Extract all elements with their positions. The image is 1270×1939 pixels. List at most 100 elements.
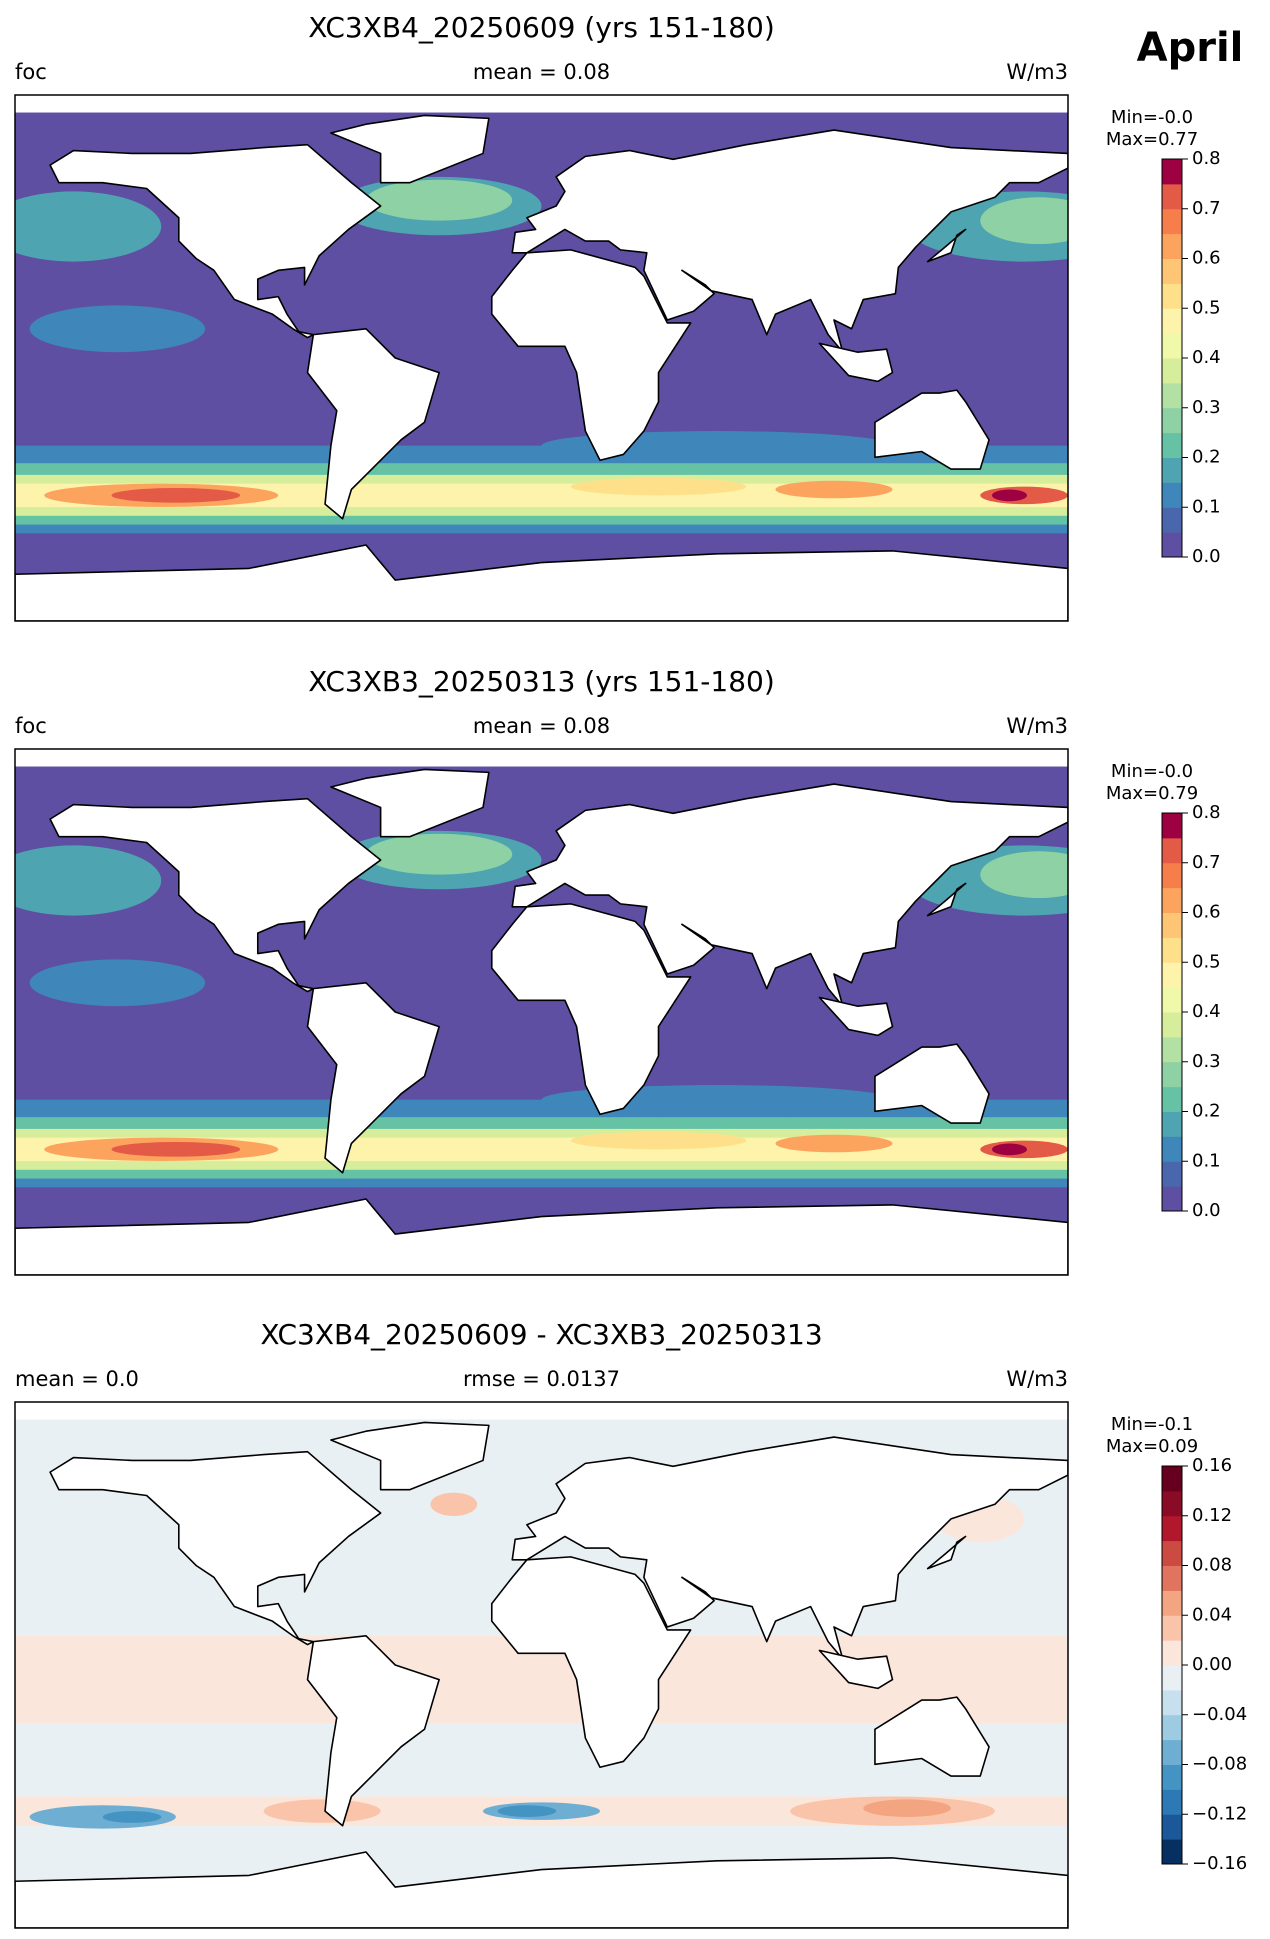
- colorbar-segment: [1162, 1839, 1182, 1865]
- land: [874, 389, 990, 470]
- colorbar-segment: [1162, 1590, 1182, 1616]
- colorbar-segment: [1162, 407, 1182, 434]
- panel: XC3XB3_20250313 (yrs 151-180) foc mean = 0…: [14, 665, 1221, 1276]
- field-patch: [570, 477, 747, 496]
- right-label: W/m3: [1006, 60, 1068, 84]
- left-label: foc: [15, 60, 47, 84]
- colorbar-segment: [1162, 457, 1182, 483]
- colorbar-max: Max=0.09: [1106, 1436, 1198, 1457]
- colorbar-segment: [1162, 937, 1182, 963]
- colorbar-segment: [1162, 837, 1182, 864]
- field-patch: [15, 845, 162, 916]
- colorbar-segment: [1162, 813, 1182, 839]
- colorbar-tick-label: 0.00: [1192, 1654, 1232, 1675]
- land: [15, 1851, 1068, 1928]
- colorbar-tick-label: −0.04: [1192, 1704, 1247, 1725]
- center-label: mean = 0.08: [473, 714, 610, 738]
- colorbar-tick-label: −0.08: [1192, 1754, 1247, 1775]
- land: [874, 1696, 990, 1777]
- colorbar-segment: [1162, 283, 1182, 309]
- colorbar-segment: [1162, 1036, 1182, 1063]
- colorbar-tick-label: 0.16: [1192, 1455, 1232, 1476]
- land: [49, 797, 382, 993]
- panel-title: XC3XB4_20250609 - XC3XB3_20250313: [260, 1318, 822, 1351]
- colorbar-segment: [1162, 1136, 1182, 1162]
- colorbar-tick-label: 0.5: [1192, 297, 1221, 318]
- colorbar-segment: [1162, 1012, 1182, 1038]
- colorbar-segment: [1162, 962, 1182, 988]
- colorbar-segment: [1162, 258, 1182, 284]
- land: [926, 228, 967, 263]
- colorbar-segment: [1162, 1466, 1182, 1492]
- panel-title: XC3XB3_20250313 (yrs 151-180): [308, 665, 775, 698]
- field-band: [15, 749, 1068, 767]
- field-patch: [15, 191, 162, 262]
- colorbar-segment: [1162, 1615, 1182, 1641]
- field-patch: [111, 488, 241, 503]
- colorbar-segment: [1162, 482, 1182, 508]
- center-label: mean = 0.08: [473, 60, 610, 84]
- map-frame: [14, 748, 1069, 1276]
- colorbar-tick-label: −0.12: [1192, 1803, 1247, 1824]
- colorbar-segment: [1162, 159, 1182, 185]
- colorbar-tick-label: 0.2: [1192, 447, 1221, 468]
- colorbar-tick-label: 0.5: [1192, 951, 1221, 972]
- field-patch: [991, 1143, 1028, 1156]
- colorbar-max: Max=0.77: [1106, 129, 1198, 150]
- field-patch: [29, 959, 206, 1007]
- suptitle: April: [1137, 25, 1244, 71]
- field-patch: [102, 1811, 162, 1823]
- right-label: W/m3: [1006, 1367, 1068, 1391]
- colorbar-tick-label: −0.16: [1192, 1853, 1247, 1874]
- land: [874, 1043, 990, 1124]
- field-patch: [863, 1799, 951, 1817]
- colorbar-tick-label: 0.1: [1192, 1150, 1221, 1171]
- land: [306, 1634, 440, 1827]
- colorbar-segment: [1162, 233, 1182, 259]
- colorbar-segment: [1162, 432, 1182, 458]
- land: [818, 996, 894, 1037]
- land: [306, 981, 440, 1174]
- field-patch: [570, 1131, 747, 1150]
- field-patch: [991, 489, 1028, 502]
- colorbar-tick-label: 0.0: [1192, 546, 1221, 567]
- colorbar-segment: [1162, 1540, 1182, 1566]
- colorbar-tick-label: 0.4: [1192, 1001, 1221, 1022]
- colorbar-segment: [1162, 358, 1182, 384]
- colorbar-min: Min=-0.0: [1111, 761, 1193, 782]
- colorbar-segment: [1162, 862, 1182, 889]
- field-patch: [980, 197, 1068, 245]
- colorbar-tick-label: 0.2: [1192, 1101, 1221, 1122]
- colorbar-tick-label: 0.04: [1192, 1604, 1232, 1625]
- land: [330, 768, 490, 838]
- colorbar-segment: [1162, 1490, 1182, 1517]
- land: [15, 544, 1068, 621]
- colorbar-segment: [1162, 1665, 1182, 1691]
- colorbar-segment: [1162, 1764, 1182, 1790]
- field-patch: [111, 1142, 241, 1157]
- panel: XC3XB4_20250609 (yrs 151-180) foc mean = 0…: [14, 11, 1221, 622]
- land: [818, 342, 894, 383]
- field-patch: [366, 833, 513, 875]
- colorbar-segment: [1162, 1161, 1182, 1187]
- colorbar-segment: [1162, 912, 1182, 938]
- colorbar-segment: [1162, 532, 1182, 558]
- field-patch: [430, 1492, 478, 1516]
- colorbar-tick-label: 0.3: [1192, 1051, 1221, 1072]
- colorbar-segment: [1162, 1515, 1182, 1542]
- colorbar-segment: [1162, 382, 1182, 409]
- field-patch: [980, 851, 1068, 899]
- land: [306, 327, 440, 520]
- colorbar-segment: [1162, 1086, 1182, 1112]
- colorbar-tick-label: 0.6: [1192, 902, 1221, 923]
- land: [511, 783, 1068, 1007]
- colorbar-segment: [1162, 1186, 1182, 1212]
- field-patch: [29, 305, 206, 353]
- map-frame: [14, 94, 1069, 622]
- land: [818, 1649, 894, 1690]
- colorbar-tick-label: 0.1: [1192, 496, 1221, 517]
- land: [49, 1450, 382, 1646]
- colorbar-tick-label: 0.08: [1192, 1555, 1232, 1576]
